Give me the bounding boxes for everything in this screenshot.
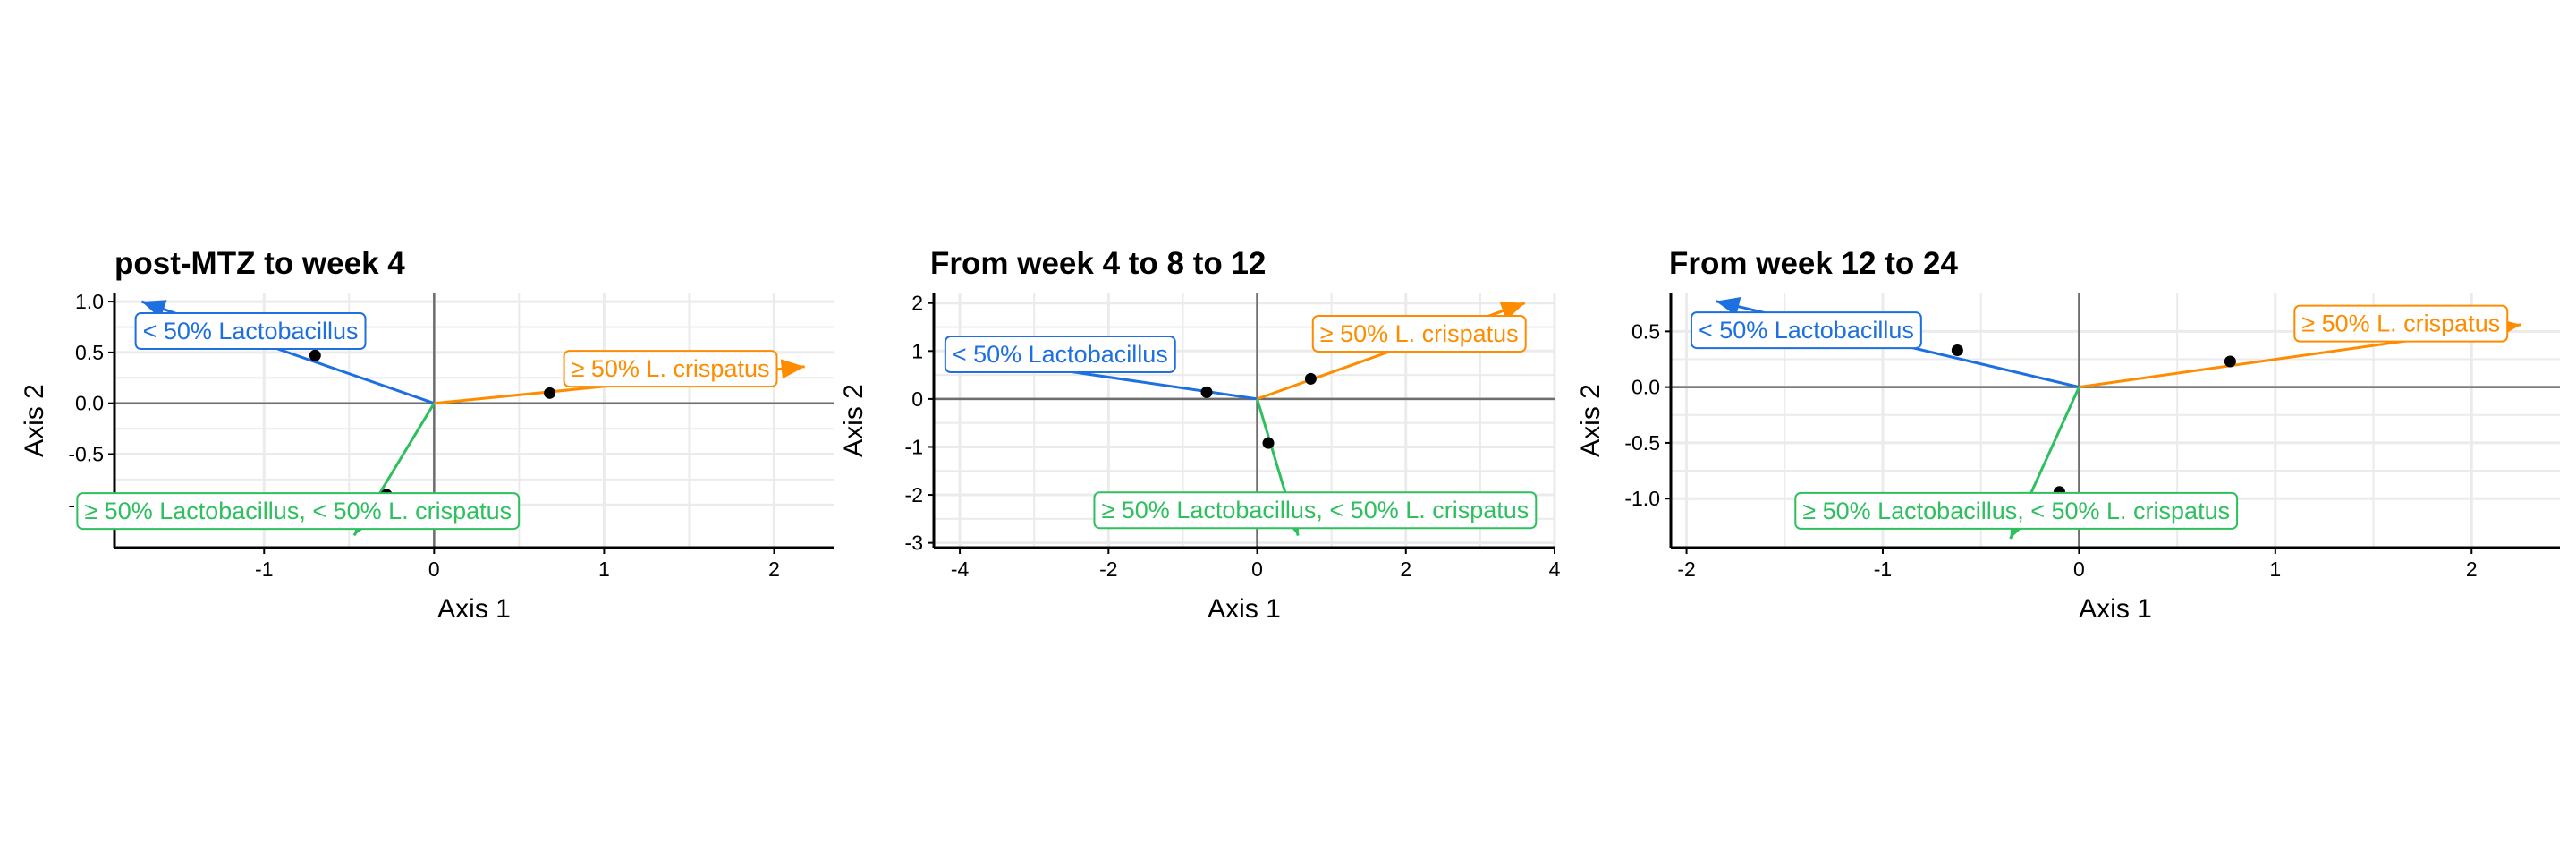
x-tick-label: 2 [768,557,780,581]
x-tick-label: 0 [2073,557,2085,581]
y-tick-label: 2 [911,292,923,315]
arrow-label-text: ≥ 50% Lactobacillus, < 50% L. crispatus [1802,498,2230,524]
y-tick-label: 0.0 [1631,376,1660,399]
data-point [1304,372,1317,385]
y-tick-label: 1.0 [75,290,104,313]
arrow-label-box [944,336,1176,374]
y-tick-label: 0 [911,387,923,411]
arrow-label-text: < 50% Lactobacillus [953,341,1168,368]
y-tick-label: 0.0 [75,392,104,415]
panel-title: From week 4 to 8 to 12 [930,246,1266,281]
x-tick-label: -1 [255,557,273,581]
x-tick-label: -2 [1677,557,1695,581]
x-tick-label: 1 [2269,557,2281,581]
arrow-label-box [1093,491,1538,530]
x-axis-title: Axis 1 [2079,594,2152,624]
arrow-label-box [134,312,367,351]
y-axis-title: Axis 2 [1576,384,1606,457]
y-tick-label: -1 [905,435,923,458]
y-tick-label: 1 [911,339,923,362]
y-tick-label: -3 [905,532,923,555]
arrow-label: ≥ 50% L. crispatus [563,350,778,388]
arrow-label-box [1311,315,1527,353]
panel-title: From week 12 to 24 [1669,246,1958,281]
data-point [544,387,556,399]
panel-title: post-MTZ to week 4 [114,246,405,281]
y-tick-label: -0.5 [1624,431,1660,455]
data-point [1951,344,1963,357]
y-tick-label: 0.5 [1631,319,1660,343]
arrow-label-box [2293,304,2509,343]
arrow-head [780,359,805,379]
arrow-label-text: ≥ 50% L. crispatus [2301,310,2500,337]
x-tick-label: 1 [598,557,610,581]
panel-2: -4 -2 0 2 4 2 1 0 -1 -2 -3 Axis 1 Axis 2 From week 4 … [839,246,1561,624]
arrow-label: ≥ 50% L. crispatus [1311,315,1527,353]
arrow-label: ≥ 50% Lactobacillus, < 50% L. crispatus [1794,491,2239,530]
arrow-label: ≥ 50% L. crispatus [2293,304,2509,343]
arrow-label: ≥ 50% Lactobacillus, < 50% L. crispatus [1093,491,1538,530]
arrow-label-text: < 50% Lactobacillus [1699,317,1914,344]
arrow-label: < 50% Lactobacillus [944,336,1176,374]
arrow-label: ≥ 50% Lactobacillus, < 50% L. crispatus [76,492,521,531]
y-tick-label: 0.5 [75,341,104,364]
x-tick-label: -2 [1099,557,1117,581]
arrow-label: < 50% Lactobacillus [1690,311,1922,350]
arrow-label-text: ≥ 50% L. crispatus [1320,320,1519,347]
x-axis-title: Axis 1 [1208,594,1281,624]
y-axis-title: Axis 2 [839,384,869,457]
arrow-label-box [1794,491,2239,530]
data-point [1262,437,1275,449]
x-tick-label: -4 [951,557,970,581]
arrow-label: < 50% Lactobacillus [134,312,367,351]
arrow-label-text: < 50% Lactobacillus [143,318,359,344]
data-point [2224,355,2236,368]
arrow-head [1716,296,1741,317]
y-tick-label: -2 [905,483,923,506]
x-tick-label: 2 [2466,557,2478,581]
arrow-label-text: ≥ 50% Lactobacillus, < 50% L. crispatus [84,498,512,524]
x-tick-label: 0 [428,557,440,581]
arrow-label-text: ≥ 50% L. crispatus [572,355,770,382]
x-tick-label: 2 [1400,557,1411,581]
arrow-label-box [563,350,778,388]
panel-3: -2 -1 0 1 2 0.5 0.0 -0.5 -1.0 Axis 1 Axis 2 From we… [1576,246,2560,624]
x-tick-label: -1 [1874,557,1892,581]
data-point [1200,386,1213,398]
y-tick-label: -0.5 [68,442,104,465]
y-axis-title: Axis 2 [20,384,49,457]
arrow-label-box [76,492,521,531]
x-tick-label: 0 [1251,557,1263,581]
data-point [309,349,321,361]
arrow-label-box [1690,311,1922,350]
x-tick-label: 4 [1549,557,1561,581]
x-axis-title: Axis 1 [437,594,511,624]
y-tick-label: -1.0 [1624,487,1660,510]
arrow-label-text: ≥ 50% Lactobacillus, < 50% L. crispatus [1101,497,1529,523]
